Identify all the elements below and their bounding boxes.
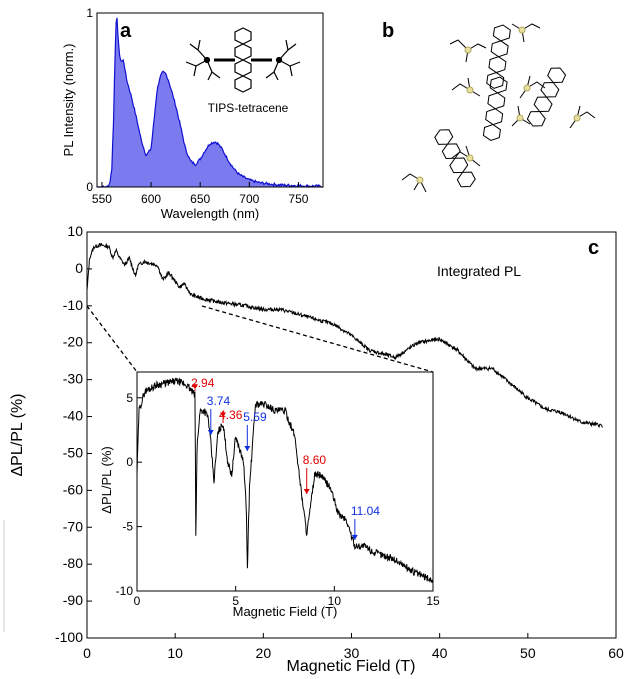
panel-a-letter: a <box>120 20 132 42</box>
crystal-packing-structure-icon <box>401 23 596 193</box>
y-tick-label: -5 <box>122 520 133 534</box>
panel-b-crystal-structure: b <box>382 20 596 193</box>
spectrum-line <box>96 17 323 189</box>
integrated-pl-annotation: Integrated PL <box>437 263 521 279</box>
panel-c-ticks: 0 10 20 30 40 50 60100-10-20-30-40-50-60-70-80… <box>55 223 624 661</box>
marker-label: 8.60 <box>303 453 327 467</box>
zoom-guide-line-left <box>86 305 138 373</box>
inset-markers: 2.94 3.744.36 5.59 8.60 11.04 <box>191 376 380 540</box>
x-tick-label: 10 <box>167 645 183 661</box>
panel-a-plot-area <box>96 17 323 189</box>
inset-frame <box>136 371 434 592</box>
x-tick-label: 0 <box>83 645 91 661</box>
x-tick-label: 650 <box>190 192 210 206</box>
x-tick-label: 30 <box>344 645 360 661</box>
marker-label: 5.59 <box>243 410 267 424</box>
x-tick-label: 750 <box>288 192 308 206</box>
y-tick-label: -40 <box>63 408 83 424</box>
x-tick-label: 50 <box>520 645 536 661</box>
y-tick-label: -50 <box>63 444 83 460</box>
panel-a-ticks: 550 600 650 700 750 0 1 <box>86 6 308 206</box>
marker-arrowhead <box>303 489 310 494</box>
x-tick-label: 10 <box>328 594 342 608</box>
panel-c-magnetic-field: 0 10 20 30 40 50 60100-10-20-30-40-50-60-70-80… <box>9 223 624 675</box>
panel-a-y-axis-label: PL Intensity (norm.) <box>61 44 76 157</box>
zoom-guide-line-right <box>201 305 434 373</box>
inset-x-axis-label: Magnetic Field (T) <box>233 604 338 619</box>
y-tick-label: 5 <box>126 391 133 405</box>
inset-ticks: 0 5 10 15 5 0 -5 -10 <box>116 391 440 608</box>
x-tick-label: 20 <box>256 645 272 661</box>
tips-tetracene-structure-icon <box>185 27 301 93</box>
x-tick-label: 600 <box>141 192 161 206</box>
inset-trace <box>136 377 434 583</box>
y-tick-label: -10 <box>63 297 83 313</box>
molecule-label: TIPS-tetracene <box>208 101 289 115</box>
y-tick-label: -60 <box>63 481 83 497</box>
panel-b-letter: b <box>382 20 394 42</box>
y-tick-label: -100 <box>55 629 83 645</box>
inset-plot-area <box>136 377 434 583</box>
y-tick-label: 0 <box>86 180 93 194</box>
panel-a-x-axis-label: Wavelength (nm) <box>161 206 260 221</box>
marker-label: 3.74 <box>207 394 231 408</box>
x-tick-label: 550 <box>92 192 112 206</box>
panel-a-spectrum: 550 600 650 700 750 0 1 a Wavelength (nm) PL I… <box>61 6 324 221</box>
y-tick-label: 1 <box>86 6 93 20</box>
panel-c-y-axis-label: ΔPL/PL (%) <box>9 393 26 476</box>
marker-label: 11.04 <box>351 504 380 518</box>
x-tick-label: 15 <box>426 594 440 608</box>
y-tick-label: -30 <box>63 371 83 387</box>
x-tick-label: 700 <box>239 192 259 206</box>
y-tick-label: -10 <box>116 584 134 598</box>
x-tick-label: 0 <box>134 594 141 608</box>
inset-y-axis-label: ΔPL/PL (%) <box>99 446 114 513</box>
y-tick-label: -80 <box>63 555 83 571</box>
y-tick-label: -70 <box>63 518 83 534</box>
panel-c-plot-area <box>86 242 603 428</box>
panel-c-letter: c <box>588 237 599 259</box>
y-tick-label: 10 <box>67 223 83 239</box>
y-tick-label: 0 <box>126 455 133 469</box>
panel-c-x-axis-label: Magnetic Field (T) <box>287 658 416 675</box>
panel-a-frame <box>96 12 324 188</box>
marker-label: 2.94 <box>191 376 215 390</box>
y-tick-label: -20 <box>63 334 83 350</box>
y-tick-label: 0 <box>75 260 83 276</box>
marker-arrowhead <box>244 446 251 451</box>
marker-arrowhead <box>351 534 358 540</box>
marker-arrowhead <box>192 384 199 390</box>
marker-arrowhead <box>207 430 214 435</box>
marker-label: 4.36 <box>219 408 243 422</box>
marker-arrowhead <box>220 412 227 418</box>
x-tick-label: 60 <box>608 645 624 661</box>
x-tick-label: 5 <box>232 594 239 608</box>
integrated-pl-trace <box>86 242 603 428</box>
y-tick-label: -90 <box>63 592 83 608</box>
spectrum-area <box>97 17 323 187</box>
x-tick-label: 40 <box>432 645 448 661</box>
